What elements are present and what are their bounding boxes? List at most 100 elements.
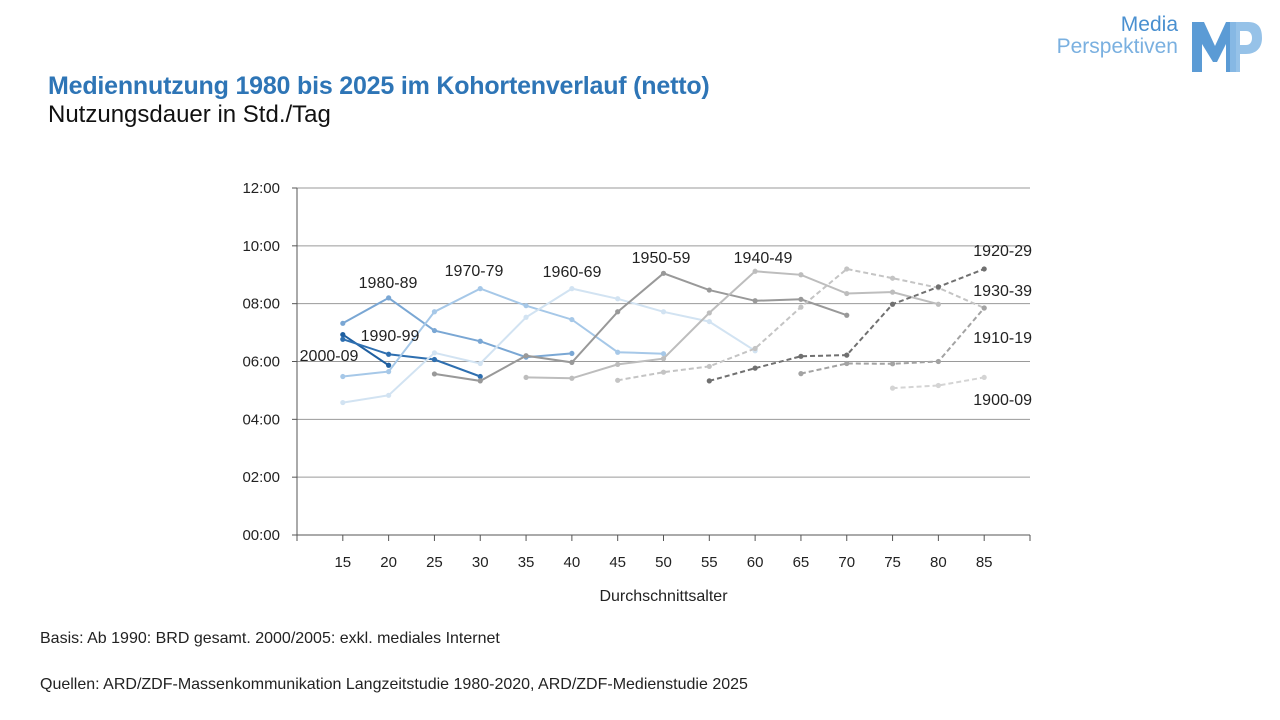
data-point — [477, 378, 483, 384]
data-point — [798, 371, 804, 377]
data-point — [569, 375, 575, 381]
series-line — [342, 287, 756, 404]
data-point — [844, 352, 850, 358]
media-perspektiven-logo: Media Perspektiven — [1046, 14, 1266, 76]
data-point — [523, 314, 529, 320]
series-1950-59 — [431, 270, 850, 384]
data-point — [386, 295, 392, 301]
data-point — [798, 296, 804, 302]
series-line — [342, 333, 390, 367]
data-point — [706, 310, 712, 316]
data-point — [844, 312, 850, 318]
data-point — [660, 351, 667, 357]
data-point — [889, 385, 896, 391]
series-label: 1950-59 — [632, 250, 691, 267]
data-point — [935, 358, 941, 365]
series-label: 1930-39 — [973, 283, 1032, 300]
data-point — [798, 304, 804, 310]
x-tick-label: 45 — [609, 554, 626, 571]
series-label: 1970-79 — [445, 263, 504, 280]
series-line — [617, 267, 985, 382]
data-point — [935, 284, 941, 290]
data-point — [477, 373, 483, 380]
data-point — [935, 382, 941, 389]
x-tick-label: 55 — [701, 554, 718, 571]
data-point — [889, 361, 896, 367]
data-point — [386, 362, 392, 368]
x-tick-label: 15 — [334, 554, 351, 571]
series-label: 1940-49 — [734, 250, 793, 267]
cohort-line-chart: 00:00 02:00 04:00 06:00 08:00 10:00 12:00 15 20 2… — [242, 180, 1032, 605]
series-line — [342, 338, 481, 378]
data-point — [386, 369, 392, 375]
data-point — [660, 270, 667, 276]
x-axis-title: Durchschnittsalter — [599, 588, 728, 605]
data-point — [844, 290, 850, 297]
data-point — [523, 303, 529, 309]
y-tick-label: 02:00 — [242, 469, 280, 486]
logo-line-2: Perspektiven — [1056, 35, 1178, 58]
data-point — [477, 338, 483, 344]
data-point — [752, 298, 758, 304]
series-1970-79 — [340, 286, 667, 380]
data-point — [615, 296, 621, 302]
data-point — [981, 374, 987, 381]
data-point — [844, 360, 850, 367]
chart-subtitle: Nutzungsdauer in Std./Tag — [48, 101, 331, 128]
y-tick-label: 04:00 — [242, 411, 280, 428]
x-tick-label: 75 — [884, 554, 901, 571]
series-label: 1920-29 — [973, 243, 1032, 260]
logo-text: Media Perspektiven — [1057, 14, 1178, 58]
data-point — [431, 371, 438, 377]
y-tick-label: 08:00 — [242, 296, 280, 313]
data-point — [615, 309, 621, 315]
series-label: 1990-99 — [361, 328, 420, 345]
data-point — [660, 356, 667, 362]
axis-layer: 00:00 02:00 04:00 06:00 08:00 10:00 12:00 15 20 2… — [242, 180, 1031, 605]
basis-note: Basis: Ab 1990: BRD gesamt. 2000/2005: e… — [40, 630, 500, 647]
data-point — [706, 318, 712, 325]
x-tick-label: 60 — [747, 554, 764, 571]
data-point — [615, 377, 621, 383]
y-tick-label: 12:00 — [242, 180, 280, 197]
y-tick-label: 10:00 — [242, 238, 280, 255]
series-2000-09 — [340, 332, 392, 368]
series-1920-29 — [706, 266, 987, 384]
data-point — [889, 301, 896, 307]
x-tick-label: 80 — [930, 554, 947, 571]
data-point — [340, 320, 346, 326]
data-point — [523, 353, 529, 359]
data-point — [340, 336, 346, 342]
grid-layer — [297, 187, 1030, 478]
series-line — [526, 270, 939, 380]
logo-line-1: Media — [1120, 13, 1178, 36]
data-point — [798, 353, 804, 359]
data-point — [431, 309, 438, 315]
data-point — [431, 350, 438, 356]
series-1900-09 — [889, 374, 987, 391]
x-tick-label: 65 — [793, 554, 810, 571]
x-tick-label: 35 — [518, 554, 535, 571]
data-point — [981, 266, 987, 272]
series-line — [434, 272, 848, 382]
x-tick-label: 40 — [564, 554, 581, 571]
series-1990-99 — [340, 336, 483, 380]
data-point — [569, 286, 575, 292]
data-point — [844, 266, 850, 272]
series-label: 1980-89 — [359, 275, 418, 292]
data-point — [798, 272, 804, 278]
data-point — [889, 275, 896, 281]
y-tick-label: 00:00 — [242, 527, 280, 544]
data-point — [706, 287, 712, 293]
data-point — [752, 365, 758, 371]
data-point — [340, 332, 346, 338]
chart-title: Mediennutzung 1980 bis 2025 im Kohortenv… — [48, 72, 710, 100]
series-1910-19 — [798, 305, 987, 377]
data-point — [477, 360, 483, 367]
data-point — [477, 286, 483, 292]
data-point — [981, 305, 987, 311]
x-tick-label: 70 — [838, 554, 855, 571]
data-point — [752, 268, 758, 274]
series-label: 2000-09 — [300, 348, 359, 365]
